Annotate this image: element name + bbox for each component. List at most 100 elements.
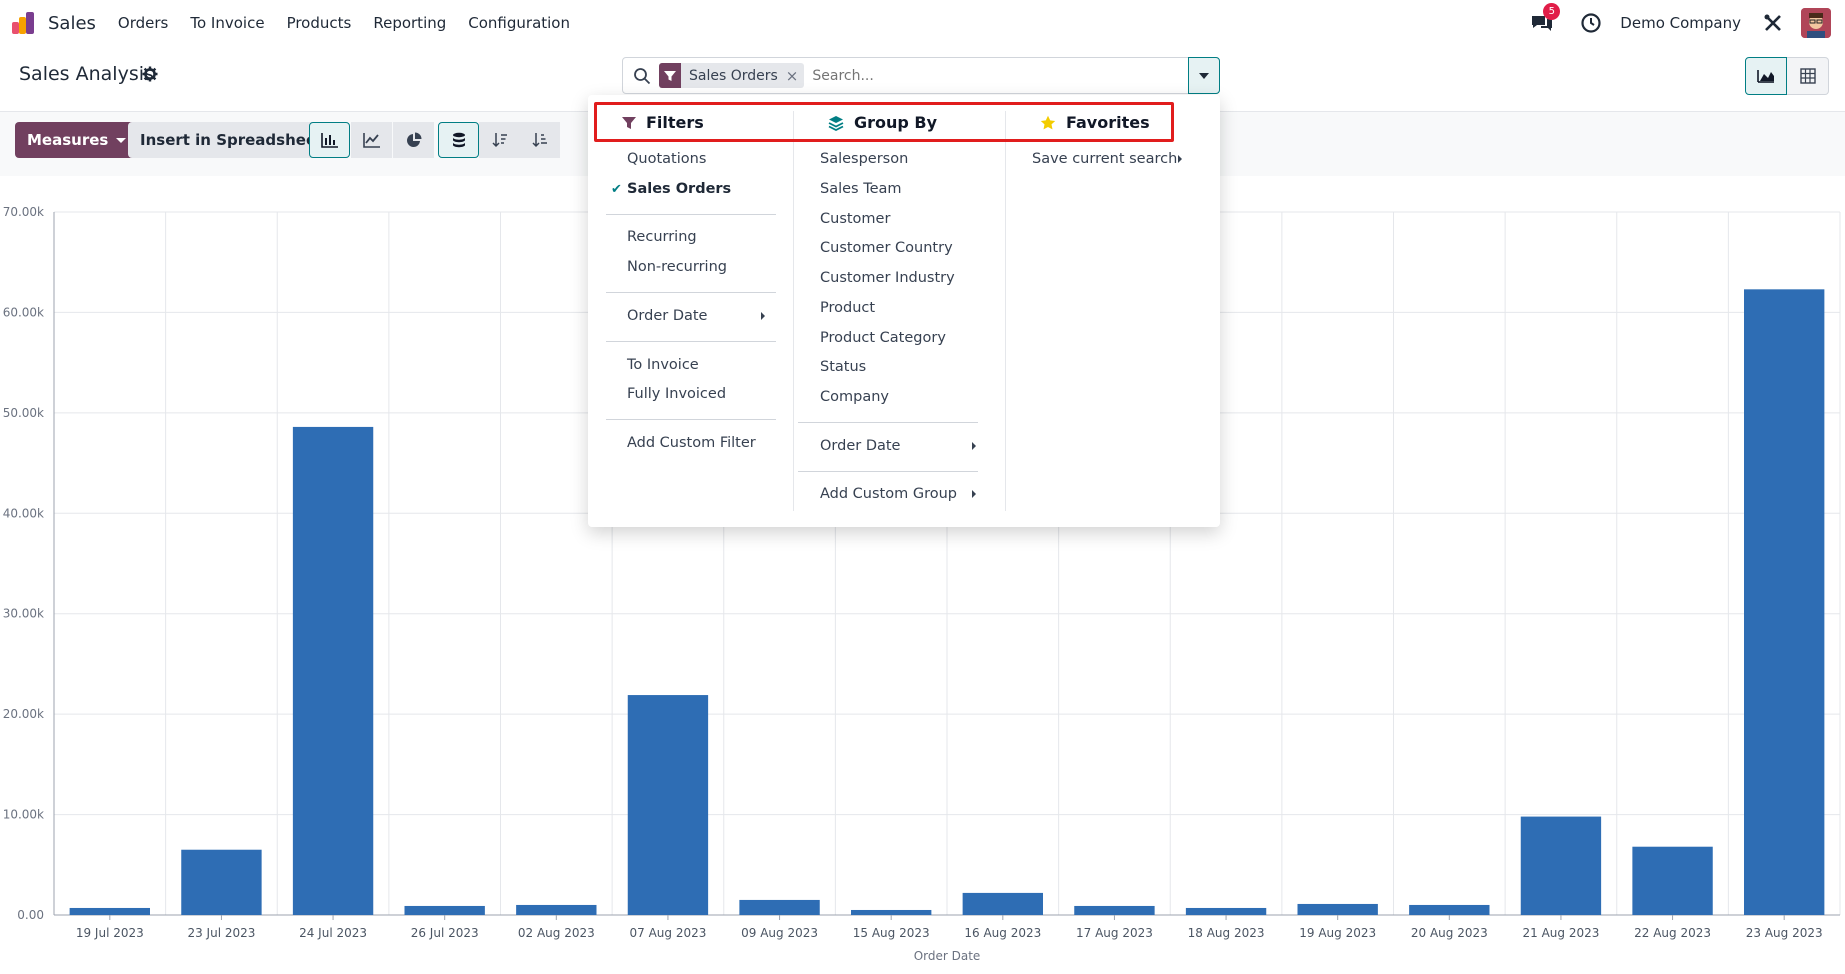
page-title: Sales Analysis xyxy=(19,63,154,85)
bar-chart: 0.00 10.00k 20.00k 30.00k 40.00k 50.00k 60.00k… xyxy=(0,176,1845,974)
sort-ascending-icon xyxy=(531,133,547,148)
groupby-company[interactable]: Company xyxy=(820,389,889,405)
facet-remove-button[interactable]: × xyxy=(785,66,799,85)
groupby-header: Group By xyxy=(828,113,937,132)
insert-spreadsheet-button[interactable]: Insert in Spreadsheet xyxy=(128,122,336,158)
add-custom-group[interactable]: Add Custom Group xyxy=(820,486,957,502)
pie-chart-icon xyxy=(406,132,421,147)
caret-down-icon xyxy=(1199,72,1209,79)
layers-icon xyxy=(828,115,844,131)
bar-09-aug-2023 xyxy=(739,899,820,915)
company-switcher[interactable]: Demo Company xyxy=(1620,14,1741,32)
x-tick-label: 20 Aug 2023 xyxy=(1411,926,1488,940)
divider xyxy=(606,419,776,420)
x-tick-label: 02 Aug 2023 xyxy=(518,926,595,940)
x-tick-label: 19 Aug 2023 xyxy=(1299,926,1376,940)
groupby-product[interactable]: Product xyxy=(820,300,876,316)
menu-products[interactable]: Products xyxy=(286,14,352,32)
sort-ascending-button[interactable] xyxy=(519,122,560,158)
divider xyxy=(606,341,776,342)
top-navbar: Sales Orders To Invoice Products Reporti… xyxy=(0,0,1845,46)
filters-header: Filters xyxy=(622,113,704,132)
x-tick-label: 24 Jul 2023 xyxy=(299,926,367,940)
search-input[interactable] xyxy=(812,67,1219,84)
filter-quotations[interactable]: Quotations xyxy=(627,151,707,167)
chart-canvas: 0.00 10.00k 20.00k 30.00k 40.00k 50.00k 60.00k… xyxy=(3,205,1841,963)
x-tick-label: 07 Aug 2023 xyxy=(630,926,707,940)
y-tick-label: 30.00k xyxy=(3,607,44,621)
groupby-customer-industry[interactable]: Customer Industry xyxy=(820,270,955,286)
app-name[interactable]: Sales xyxy=(48,12,96,34)
groupby-sales-team[interactable]: Sales Team xyxy=(820,181,902,197)
x-tick-label: 16 Aug 2023 xyxy=(964,926,1041,940)
user-avatar[interactable] xyxy=(1801,8,1831,38)
groupby-status[interactable]: Status xyxy=(820,359,867,375)
caret-right-icon xyxy=(761,312,765,320)
bar-chart-button[interactable] xyxy=(309,122,350,158)
groupby-header-label: Group By xyxy=(854,113,938,132)
sort-descending-icon xyxy=(491,133,507,148)
x-axis-label: Order Date xyxy=(914,949,981,963)
search-icon xyxy=(633,67,651,85)
x-tick-label: 19 Jul 2023 xyxy=(76,926,144,940)
line-chart-button[interactable] xyxy=(351,122,392,158)
y-tick-label: 60.00k xyxy=(3,305,44,319)
search-options-toggle[interactable] xyxy=(1188,57,1220,94)
menu-orders[interactable]: Orders xyxy=(117,14,169,32)
x-tick-label: 09 Aug 2023 xyxy=(741,926,818,940)
save-current-search[interactable]: Save current search xyxy=(1032,151,1178,167)
add-custom-filter[interactable]: Add Custom Filter xyxy=(627,435,756,451)
divider xyxy=(606,214,776,215)
area-chart-icon xyxy=(1757,70,1774,83)
measures-button[interactable]: Measures xyxy=(15,122,139,158)
bar-19-aug-2023 xyxy=(1297,903,1378,915)
graph-view-button[interactable] xyxy=(1745,57,1787,95)
stacked-button[interactable] xyxy=(438,122,479,158)
groupby-column: Group By Salesperson Sales Team Customer… xyxy=(794,95,1005,515)
menu-configuration[interactable]: Configuration xyxy=(468,14,570,32)
groupby-salesperson[interactable]: Salesperson xyxy=(820,151,909,167)
search-facet[interactable]: Sales Orders × xyxy=(659,63,805,88)
debug-tools-icon[interactable] xyxy=(1763,13,1783,33)
groupby-product-category[interactable]: Product Category xyxy=(820,330,946,346)
x-tick-label: 18 Aug 2023 xyxy=(1188,926,1265,940)
bar-26-jul-2023 xyxy=(404,905,485,915)
x-tick-label: 23 Jul 2023 xyxy=(187,926,255,940)
groupby-customer-country[interactable]: Customer Country xyxy=(820,240,953,256)
caret-right-icon xyxy=(972,442,976,450)
favorites-column: Favorites Save current search xyxy=(1006,95,1220,515)
filter-to-invoice[interactable]: To Invoice xyxy=(627,357,699,373)
filter-recurring[interactable]: Recurring xyxy=(627,229,697,245)
filter-sales-orders-label: Sales Orders xyxy=(627,181,732,197)
line-chart-icon xyxy=(362,133,380,148)
filter-non-recurring[interactable]: Non-recurring xyxy=(627,259,727,275)
y-tick-label: 0.00 xyxy=(17,908,44,922)
activity-clock-icon[interactable] xyxy=(1580,12,1602,34)
y-tick-label: 50.00k xyxy=(3,406,44,420)
bar-24-jul-2023 xyxy=(292,426,374,915)
caret-down-icon xyxy=(116,137,127,143)
measures-label: Measures xyxy=(27,131,109,149)
facet-label: Sales Orders xyxy=(689,67,778,84)
filter-icon xyxy=(659,63,681,88)
gear-icon[interactable] xyxy=(142,66,158,82)
filter-order-date[interactable]: Order Date xyxy=(627,308,708,324)
sales-app-icon[interactable] xyxy=(10,9,38,37)
pivot-view-button[interactable] xyxy=(1787,57,1829,95)
groupby-customer[interactable]: Customer xyxy=(820,211,891,227)
bar-23-jul-2023 xyxy=(181,849,262,915)
filter-sales-orders[interactable]: ✔ Sales Orders xyxy=(611,181,732,197)
bar-15-aug-2023 xyxy=(851,909,932,915)
menu-to-invoice[interactable]: To Invoice xyxy=(190,14,265,32)
pie-chart-button[interactable] xyxy=(393,122,434,158)
sort-descending-button[interactable] xyxy=(479,122,520,158)
x-tick-label: 17 Aug 2023 xyxy=(1076,926,1153,940)
groupby-order-date[interactable]: Order Date xyxy=(820,438,901,454)
table-icon xyxy=(1799,68,1816,84)
search-bar[interactable]: Sales Orders × xyxy=(622,57,1220,94)
menu-reporting[interactable]: Reporting xyxy=(373,14,447,32)
insert-spreadsheet-label: Insert in Spreadsheet xyxy=(140,131,324,149)
filter-fully-invoiced[interactable]: Fully Invoiced xyxy=(627,386,727,402)
messaging-icon[interactable]: 5 xyxy=(1530,3,1561,35)
divider xyxy=(798,471,978,472)
